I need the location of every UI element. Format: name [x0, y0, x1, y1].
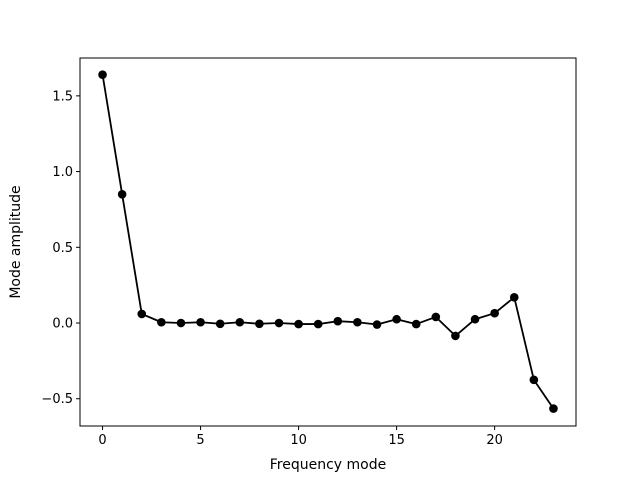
data-point	[509, 292, 519, 302]
data-point	[470, 314, 480, 324]
y-tick-label: 1.0	[52, 165, 73, 180]
data-point	[176, 318, 186, 328]
y-tick-label: 1.5	[52, 89, 73, 104]
plot-frame	[79, 57, 577, 427]
x-tick-label: 0	[98, 433, 106, 448]
x-axis-label: Frequency mode	[270, 457, 386, 473]
data-point	[215, 319, 225, 329]
data-point	[411, 319, 421, 329]
data-point	[431, 312, 441, 322]
plot-area	[80, 58, 576, 426]
series-layer	[98, 70, 558, 413]
data-point	[255, 319, 264, 329]
x-tick-label: 20	[486, 433, 503, 448]
data-point	[294, 319, 303, 329]
y-tick-label: −0.5	[41, 392, 73, 407]
data-point	[98, 70, 107, 79]
data-point	[372, 320, 382, 329]
data-point	[117, 190, 127, 199]
x-tick-label: 15	[388, 433, 405, 448]
data-point	[157, 317, 166, 327]
data-point	[529, 375, 539, 385]
y-tick-label: 0.0	[52, 317, 73, 332]
data-point	[549, 404, 558, 413]
y-axis-ticks: −0.5 0.0 0.5 1.0 1.5	[41, 89, 80, 407]
data-point	[451, 331, 460, 341]
x-tick-label: 10	[290, 433, 307, 448]
data-point	[274, 318, 284, 328]
y-axis-label: Mode amplitude	[8, 185, 24, 298]
data-point	[353, 317, 362, 327]
y-tick-label: 0.5	[52, 241, 73, 256]
x-tick-label: 5	[196, 433, 204, 448]
data-point	[490, 308, 499, 318]
data-point	[392, 314, 401, 324]
data-point	[235, 317, 245, 327]
data-point	[313, 319, 323, 329]
x-axis-ticks: 0 5 10 15 20	[98, 426, 503, 448]
data-point	[137, 309, 147, 319]
data-point	[196, 317, 205, 327]
data-point	[333, 316, 343, 326]
